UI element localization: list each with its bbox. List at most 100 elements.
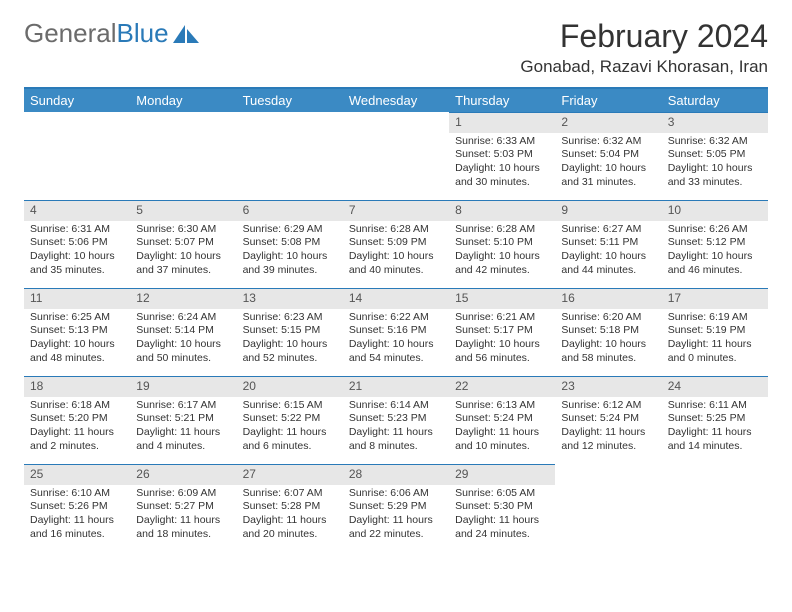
sunset-line: Sunset: 5:23 PM (349, 412, 443, 426)
sunrise-line: Sunrise: 6:21 AM (455, 311, 549, 325)
daylight-line: Daylight: 10 hours and 52 minutes. (243, 338, 337, 365)
page-header: GeneralBlue February 2024 Gonabad, Razav… (24, 18, 768, 77)
calendar-table: Sunday Monday Tuesday Wednesday Thursday… (24, 89, 768, 552)
day-number: 20 (237, 376, 343, 397)
day-number: 28 (343, 464, 449, 485)
day-body: Sunrise: 6:21 AMSunset: 5:17 PMDaylight:… (449, 309, 555, 370)
sunset-line: Sunset: 5:09 PM (349, 236, 443, 250)
daylight-line: Daylight: 11 hours and 0 minutes. (668, 338, 762, 365)
sunrise-line: Sunrise: 6:15 AM (243, 399, 337, 413)
sunrise-line: Sunrise: 6:31 AM (30, 223, 124, 237)
day-cell: 27Sunrise: 6:07 AMSunset: 5:28 PMDayligh… (237, 464, 343, 552)
daylight-line: Daylight: 11 hours and 18 minutes. (136, 514, 230, 541)
daylight-line: Daylight: 10 hours and 42 minutes. (455, 250, 549, 277)
sunset-line: Sunset: 5:18 PM (561, 324, 655, 338)
day-cell: 17Sunrise: 6:19 AMSunset: 5:19 PMDayligh… (662, 288, 768, 376)
sunset-line: Sunset: 5:06 PM (30, 236, 124, 250)
daylight-line: Daylight: 10 hours and 44 minutes. (561, 250, 655, 277)
daylight-line: Daylight: 10 hours and 33 minutes. (668, 162, 762, 189)
sunset-line: Sunset: 5:08 PM (243, 236, 337, 250)
day-body: Sunrise: 6:11 AMSunset: 5:25 PMDaylight:… (662, 397, 768, 458)
day-cell: 28Sunrise: 6:06 AMSunset: 5:29 PMDayligh… (343, 464, 449, 552)
calendar-row: 25Sunrise: 6:10 AMSunset: 5:26 PMDayligh… (24, 464, 768, 552)
daylight-line: Daylight: 11 hours and 2 minutes. (30, 426, 124, 453)
day-number: 13 (237, 288, 343, 309)
sunset-line: Sunset: 5:05 PM (668, 148, 762, 162)
sunrise-line: Sunrise: 6:20 AM (561, 311, 655, 325)
day-cell: 21Sunrise: 6:14 AMSunset: 5:23 PMDayligh… (343, 376, 449, 464)
empty-cell (343, 112, 449, 200)
location-subtitle: Gonabad, Razavi Khorasan, Iran (520, 57, 768, 77)
day-number: 17 (662, 288, 768, 309)
sunset-line: Sunset: 5:24 PM (561, 412, 655, 426)
sunrise-line: Sunrise: 6:10 AM (30, 487, 124, 501)
sunset-line: Sunset: 5:15 PM (243, 324, 337, 338)
day-cell: 16Sunrise: 6:20 AMSunset: 5:18 PMDayligh… (555, 288, 661, 376)
sunrise-line: Sunrise: 6:17 AM (136, 399, 230, 413)
day-body: Sunrise: 6:13 AMSunset: 5:24 PMDaylight:… (449, 397, 555, 458)
weekday-header: Tuesday (237, 89, 343, 112)
sunset-line: Sunset: 5:17 PM (455, 324, 549, 338)
empty-cell (237, 112, 343, 200)
day-body: Sunrise: 6:24 AMSunset: 5:14 PMDaylight:… (130, 309, 236, 370)
sunrise-line: Sunrise: 6:32 AM (561, 135, 655, 149)
day-cell: 3Sunrise: 6:32 AMSunset: 5:05 PMDaylight… (662, 112, 768, 200)
daylight-line: Daylight: 11 hours and 10 minutes. (455, 426, 549, 453)
sunrise-line: Sunrise: 6:30 AM (136, 223, 230, 237)
sunrise-line: Sunrise: 6:12 AM (561, 399, 655, 413)
weekday-header: Saturday (662, 89, 768, 112)
daylight-line: Daylight: 11 hours and 12 minutes. (561, 426, 655, 453)
day-number: 23 (555, 376, 661, 397)
day-cell: 23Sunrise: 6:12 AMSunset: 5:24 PMDayligh… (555, 376, 661, 464)
sunrise-line: Sunrise: 6:18 AM (30, 399, 124, 413)
day-body: Sunrise: 6:07 AMSunset: 5:28 PMDaylight:… (237, 485, 343, 546)
sunrise-line: Sunrise: 6:26 AM (668, 223, 762, 237)
sunset-line: Sunset: 5:29 PM (349, 500, 443, 514)
sunset-line: Sunset: 5:07 PM (136, 236, 230, 250)
sunrise-line: Sunrise: 6:11 AM (668, 399, 762, 413)
day-number: 27 (237, 464, 343, 485)
sunset-line: Sunset: 5:24 PM (455, 412, 549, 426)
calendar-row: 4 Sunrise: 6:31 AMSunset: 5:06 PM Daylight… (24, 200, 768, 288)
day-cell: 12Sunrise: 6:24 AMSunset: 5:14 PMDayligh… (130, 288, 236, 376)
empty-cell (662, 464, 768, 552)
day-number: 11 (24, 288, 130, 309)
day-cell: 19Sunrise: 6:17 AMSunset: 5:21 PMDayligh… (130, 376, 236, 464)
daylight-line: Daylight: 11 hours and 6 minutes. (243, 426, 337, 453)
day-cell: 14Sunrise: 6:22 AMSunset: 5:16 PMDayligh… (343, 288, 449, 376)
day-body: Sunrise: 6:15 AMSunset: 5:22 PMDaylight:… (237, 397, 343, 458)
day-body: Sunrise: 6:33 AMSunset: 5:03 PMDaylight:… (449, 133, 555, 194)
day-cell: 18Sunrise: 6:18 AMSunset: 5:20 PMDayligh… (24, 376, 130, 464)
weekday-header: Wednesday (343, 89, 449, 112)
sunset-line: Sunset: 5:10 PM (455, 236, 549, 250)
day-cell: 4Sunrise: 6:31 AMSunset: 5:06 PMDaylight… (24, 200, 130, 288)
day-cell: 25Sunrise: 6:10 AMSunset: 5:26 PMDayligh… (24, 464, 130, 552)
day-cell: 10Sunrise: 6:26 AMSunset: 5:12 PMDayligh… (662, 200, 768, 288)
day-body: Sunrise: 6:25 AMSunset: 5:13 PMDaylight:… (24, 309, 130, 370)
day-number: 5 (130, 200, 236, 221)
day-cell: 6Sunrise: 6:29 AMSunset: 5:08 PMDaylight… (237, 200, 343, 288)
day-number: 7 (343, 200, 449, 221)
day-body: Sunrise: 6:06 AMSunset: 5:29 PMDaylight:… (343, 485, 449, 546)
sunset-line: Sunset: 5:20 PM (30, 412, 124, 426)
daylight-line: Daylight: 10 hours and 30 minutes. (455, 162, 549, 189)
daylight-line: Daylight: 11 hours and 8 minutes. (349, 426, 443, 453)
calendar-row: 11Sunrise: 6:25 AMSunset: 5:13 PMDayligh… (24, 288, 768, 376)
day-body: Sunrise: 6:17 AMSunset: 5:21 PMDaylight:… (130, 397, 236, 458)
sunset-line: Sunset: 5:16 PM (349, 324, 443, 338)
day-number: 3 (662, 112, 768, 133)
day-number: 29 (449, 464, 555, 485)
day-body: Sunrise: 6:28 AMSunset: 5:09 PMDaylight:… (343, 221, 449, 282)
day-number: 16 (555, 288, 661, 309)
sunset-line: Sunset: 5:11 PM (561, 236, 655, 250)
logo-sail-icon (173, 23, 201, 45)
sunrise-line: Sunrise: 6:19 AM (668, 311, 762, 325)
sunset-line: Sunset: 5:03 PM (455, 148, 549, 162)
day-body: Sunrise: 6:12 AMSunset: 5:24 PMDaylight:… (555, 397, 661, 458)
day-body: Sunrise: 6:20 AMSunset: 5:18 PMDaylight:… (555, 309, 661, 370)
day-number: 25 (24, 464, 130, 485)
calendar-row: 1Sunrise: 6:33 AMSunset: 5:03 PMDaylight… (24, 112, 768, 200)
daylight-line: Daylight: 11 hours and 14 minutes. (668, 426, 762, 453)
day-number: 4 (24, 200, 130, 221)
day-body: Sunrise: 6:32 AMSunset: 5:05 PMDaylight:… (662, 133, 768, 194)
